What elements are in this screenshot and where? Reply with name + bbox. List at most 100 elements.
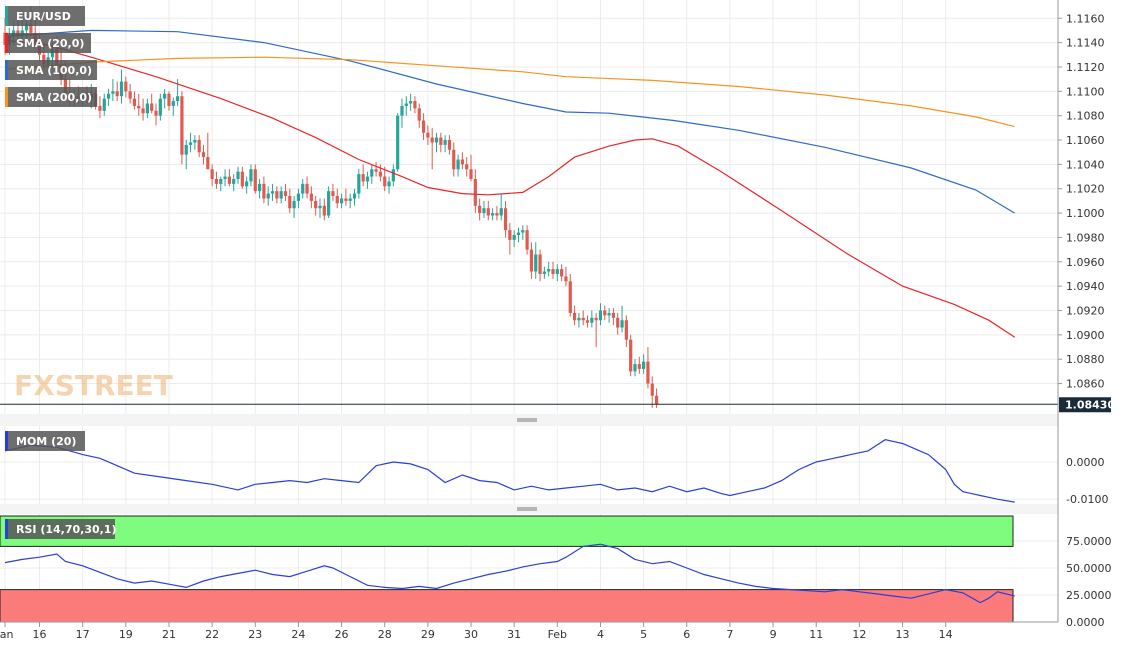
- candle: [111, 79, 115, 102]
- candle-body: [318, 205, 322, 209]
- candle-body: [572, 312, 577, 321]
- candle: [486, 200, 490, 221]
- price-tick-label: 1.0900: [1066, 329, 1105, 342]
- sma-lines: [4, 29, 1016, 338]
- x-tick-label: 22: [205, 628, 219, 641]
- candle: [262, 176, 266, 204]
- mom-tick-label: 0.0000: [1066, 456, 1105, 469]
- candle: [503, 200, 508, 238]
- candle: [508, 222, 512, 255]
- candle-body: [141, 108, 145, 114]
- candle-body: [642, 361, 646, 369]
- candle: [279, 186, 283, 204]
- price-tick-label: 1.0860: [1066, 378, 1105, 391]
- candle: [607, 308, 611, 323]
- x-tick-label: 12: [852, 628, 866, 641]
- candle-body: [560, 269, 564, 277]
- candle: [529, 242, 534, 279]
- x-tick-label: 31: [507, 628, 521, 641]
- candle-body: [16, 30, 20, 36]
- mom-axis-ticks: 0.0000 -0.0100: [1066, 456, 1108, 506]
- mom-rsi-resize-handle[interactable]: [0, 504, 1058, 514]
- candle-body: [201, 152, 206, 158]
- candle: [201, 144, 206, 165]
- candle: [426, 125, 430, 145]
- legend-eurusd[interactable]: EUR/USD: [5, 6, 85, 26]
- candle: [253, 164, 257, 194]
- candle-body: [197, 140, 201, 153]
- price-axis-ticks: 1.1160 1.1140 1.1120 1.1100 1.1080 1.1060 1.10…: [1058, 12, 1105, 391]
- candle-body: [210, 169, 214, 179]
- candle-body: [115, 91, 119, 97]
- candle-body: [227, 176, 231, 184]
- candle-body: [245, 181, 249, 187]
- legend-sma200[interactable]: SMA (200,0): [5, 87, 97, 107]
- candle-body: [20, 30, 24, 36]
- candle-body: [288, 196, 292, 209]
- candle-body: [232, 178, 236, 184]
- price-tick-label: 1.1020: [1066, 183, 1105, 196]
- candle: [184, 140, 188, 170]
- candle: [629, 334, 633, 377]
- candle-body: [171, 101, 175, 106]
- candle: [400, 98, 404, 128]
- candle-body: [111, 91, 115, 94]
- legend-mom[interactable]: MOM (20): [5, 431, 85, 451]
- x-tick-label: 24: [291, 628, 305, 641]
- candle-body: [296, 193, 301, 201]
- x-tick-label: 16: [33, 628, 47, 641]
- legend-rsi[interactable]: RSI (14,70,30,1): [5, 519, 116, 539]
- candle: [141, 98, 145, 121]
- candle: [119, 69, 124, 104]
- candle: [447, 135, 452, 155]
- candle-body: [154, 110, 158, 116]
- candle-body: [568, 281, 572, 313]
- candle: [361, 164, 365, 187]
- candle: [465, 157, 469, 177]
- candle: [383, 166, 387, 192]
- legend-sma200-label: SMA (200,0): [16, 91, 92, 104]
- rsi-line: [4, 543, 1015, 604]
- candle-body: [98, 105, 102, 111]
- legend-sma20[interactable]: SMA (20,0): [5, 33, 91, 53]
- candle-body: [262, 183, 266, 199]
- candle: [236, 166, 240, 184]
- candle-body: [106, 93, 111, 99]
- candle: [396, 113, 400, 172]
- legend-sma100[interactable]: SMA (100,0): [5, 60, 97, 80]
- candle-body: [163, 93, 167, 99]
- candle: [495, 205, 499, 221]
- candle-body: [482, 208, 486, 214]
- candle: [132, 91, 137, 110]
- price-tick-label: 1.1140: [1066, 37, 1105, 50]
- candle-body: [314, 200, 318, 209]
- candle: [206, 132, 210, 170]
- candle-body: [421, 120, 426, 133]
- candle: [473, 169, 477, 214]
- candle-body: [490, 213, 495, 216]
- candle: [642, 354, 646, 374]
- x-tick-label: 11: [809, 628, 823, 641]
- price-mom-resize-handle[interactable]: [0, 414, 1058, 426]
- candle-body: [400, 105, 404, 116]
- x-tick-label: 4: [597, 628, 604, 641]
- candle-body: [555, 269, 559, 274]
- candle-body: [150, 103, 154, 111]
- rsi-tick-label: 0.0000: [1066, 616, 1105, 629]
- candle: [145, 98, 149, 119]
- mom-tick-label: -0.0100: [1066, 493, 1108, 506]
- candle-body: [193, 140, 197, 143]
- candle-body: [322, 205, 326, 216]
- candle: [180, 91, 184, 165]
- sma20-line: [4, 39, 1016, 338]
- sma200-line: [4, 56, 1015, 128]
- candle: [128, 84, 132, 104]
- candle: [512, 230, 516, 248]
- candle-body: [29, 24, 33, 33]
- candle: [404, 96, 408, 116]
- legend-mom-label: MOM (20): [16, 435, 76, 448]
- candle: [257, 178, 262, 199]
- candle: [154, 103, 158, 126]
- rsi-tick-label: 50.0000: [1066, 562, 1112, 575]
